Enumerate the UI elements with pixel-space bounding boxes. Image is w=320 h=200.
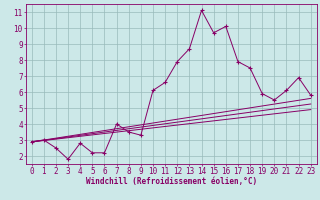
X-axis label: Windchill (Refroidissement éolien,°C): Windchill (Refroidissement éolien,°C) xyxy=(86,177,257,186)
